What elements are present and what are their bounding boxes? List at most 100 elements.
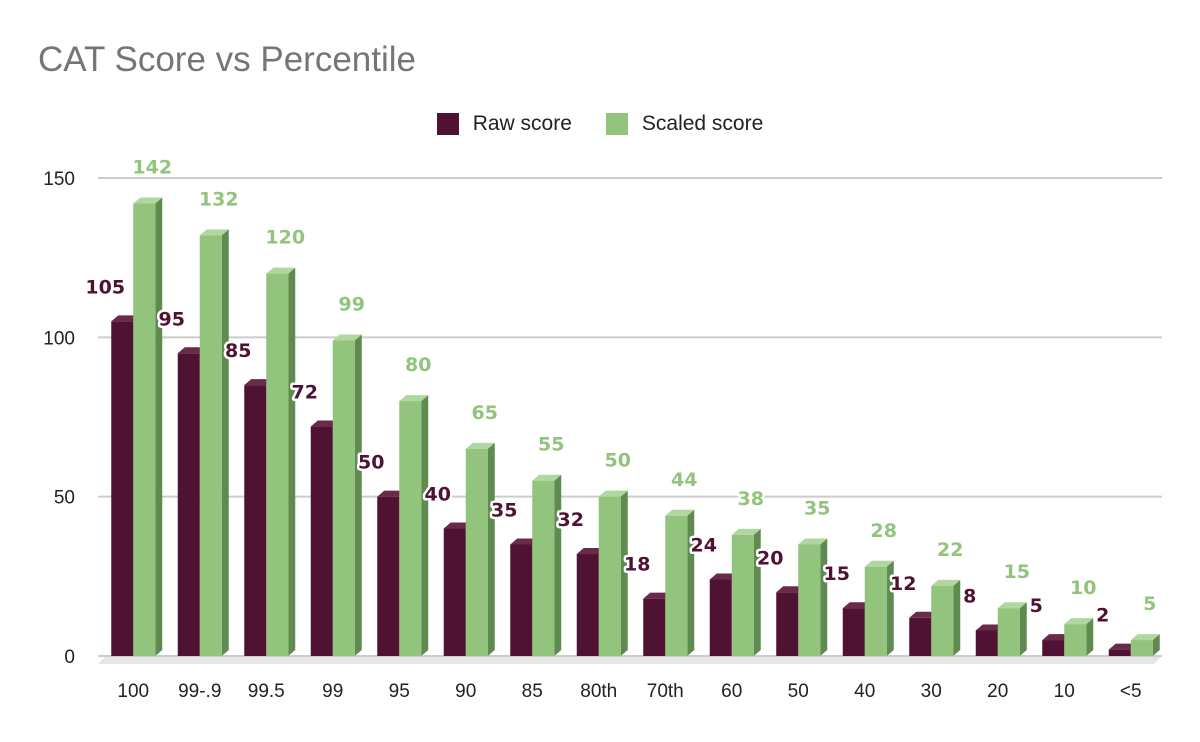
- bar-top: [510, 538, 540, 545]
- bar-raw: [909, 617, 932, 656]
- data-label-scaled: 80: [405, 354, 431, 376]
- bar-top: [576, 548, 606, 555]
- bar-scaled: [798, 544, 821, 656]
- data-label-scaled: 28: [871, 520, 897, 542]
- y-tick-label: 100: [43, 328, 75, 349]
- y-tick-label: 150: [43, 169, 75, 190]
- data-label-scaled: 50: [605, 450, 631, 472]
- bar-side: [421, 395, 429, 656]
- bar-side: [1019, 602, 1027, 656]
- legend-label-raw: Raw score: [472, 112, 572, 135]
- bar-top: [776, 586, 806, 593]
- data-label-scaled: 99: [339, 294, 365, 316]
- data-label-scaled: 15: [1004, 561, 1030, 583]
- bar-raw: [510, 544, 533, 656]
- bar-raw: [709, 579, 732, 656]
- bar-top: [643, 592, 673, 599]
- data-label-raw: 5: [1030, 595, 1043, 617]
- data-label-scaled: 5: [1143, 593, 1156, 615]
- bar-top: [709, 573, 739, 580]
- data-label-scaled: 120: [265, 227, 305, 249]
- x-tick-label: <5: [1120, 681, 1142, 702]
- y-tick-label: 0: [64, 647, 75, 668]
- x-tick-label: 50: [788, 681, 809, 702]
- bar-scaled: [997, 608, 1020, 656]
- data-label-raw: 20: [757, 547, 783, 569]
- bar-scaled: [199, 235, 222, 657]
- bar-side: [155, 197, 163, 656]
- bar-scaled: [266, 273, 289, 656]
- x-tick-label: 100: [117, 681, 149, 702]
- bar-raw: [576, 554, 599, 656]
- bar-side: [288, 267, 296, 656]
- bar-top: [177, 347, 207, 354]
- data-label-scaled: 10: [1070, 577, 1096, 599]
- legend: Raw score Scaled score: [0, 112, 1200, 136]
- bar-side: [620, 490, 628, 656]
- x-tick-label: 95: [389, 681, 410, 702]
- bar-side: [221, 229, 229, 657]
- x-tick-label: 99-.9: [178, 681, 221, 702]
- data-label-scaled: 22: [937, 539, 963, 561]
- bar-top: [532, 474, 562, 481]
- bar-top: [975, 624, 1005, 631]
- data-label-raw: 95: [159, 308, 185, 330]
- bar-side: [354, 334, 362, 656]
- data-label-scaled: 44: [671, 469, 697, 491]
- legend-label-scaled: Scaled score: [641, 112, 764, 135]
- bar-side: [953, 579, 961, 656]
- bar-side: [753, 528, 761, 656]
- bar-side: [886, 560, 894, 656]
- chart-title: CAT Score vs Percentile: [38, 40, 417, 79]
- x-tick-label: 10: [1054, 681, 1075, 702]
- bar-raw: [244, 385, 267, 656]
- x-tick-label: 85: [522, 681, 543, 702]
- x-tick-label: 70th: [647, 681, 684, 702]
- x-tick-label: 80th: [580, 681, 617, 702]
- bar-top: [199, 229, 229, 236]
- x-tick-label: 40: [854, 681, 875, 702]
- legend-swatch-raw: [436, 113, 459, 135]
- x-tick-label: 99: [322, 681, 343, 702]
- bar-raw: [1042, 640, 1065, 656]
- bar-top: [266, 267, 296, 274]
- bar-top: [798, 538, 828, 545]
- bar-scaled: [864, 566, 887, 656]
- bar-scaled: [133, 203, 156, 656]
- bar-scaled: [399, 401, 422, 656]
- data-label-raw: 8: [963, 586, 976, 608]
- bar-top: [1042, 634, 1072, 641]
- data-label-raw: 15: [824, 563, 850, 585]
- x-tick-label: 60: [721, 681, 742, 702]
- bar-top: [842, 602, 872, 609]
- bar-top: [665, 509, 695, 516]
- bar-top: [244, 379, 274, 386]
- bar-top: [443, 522, 473, 529]
- bar-side: [487, 442, 495, 656]
- data-label-scaled: 35: [804, 497, 830, 519]
- bar-top: [310, 420, 340, 427]
- bar-top: [909, 611, 939, 618]
- bar-top: [1064, 618, 1094, 625]
- bar-scaled: [532, 480, 555, 656]
- data-label-scaled: 142: [132, 156, 172, 178]
- bar-side: [1152, 634, 1160, 656]
- data-label-raw: 2: [1096, 605, 1109, 627]
- legend-item-raw[interactable]: Raw score: [436, 112, 572, 136]
- bar-raw: [111, 321, 134, 656]
- bar-scaled: [665, 515, 688, 656]
- bar-scaled: [465, 448, 488, 656]
- bar-scaled: [931, 585, 954, 656]
- bar-raw: [177, 353, 200, 656]
- bar-top: [864, 560, 894, 567]
- data-label-scaled: 132: [199, 188, 239, 210]
- bar-side: [554, 474, 562, 656]
- bar-top: [465, 442, 495, 449]
- data-label-raw: 50: [358, 452, 384, 474]
- data-label-scaled: 55: [538, 434, 564, 456]
- bar-scaled: [598, 496, 621, 656]
- data-label-raw: 72: [292, 382, 318, 404]
- legend-item-scaled[interactable]: Scaled score: [605, 112, 764, 136]
- bar-raw: [975, 630, 998, 656]
